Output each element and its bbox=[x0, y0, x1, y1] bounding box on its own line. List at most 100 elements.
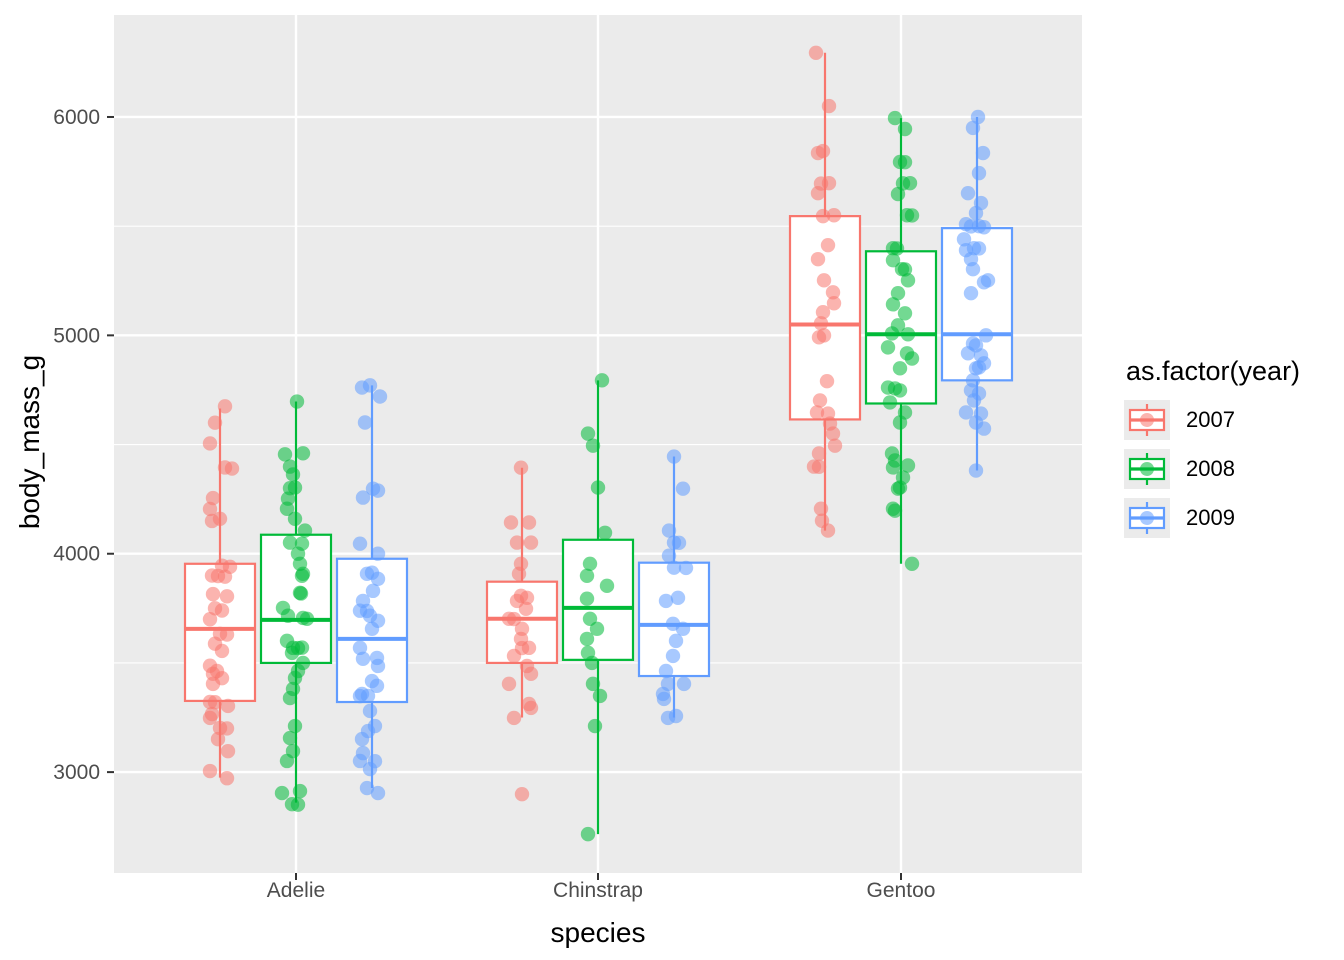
jitter-point-Gentoo-2009 bbox=[965, 120, 981, 136]
jitter-point-Chinstrap-2009 bbox=[678, 560, 694, 576]
jitter-point-Chinstrap-2007 bbox=[521, 515, 537, 530]
jitter-point-Gentoo-2008 bbox=[892, 361, 908, 376]
jitter-point-Gentoo-2007 bbox=[826, 296, 842, 311]
jitter-point-Adelie-2009 bbox=[352, 753, 368, 769]
jitter-point-Gentoo-2009 bbox=[968, 205, 984, 221]
jitter-point-Chinstrap-2008 bbox=[597, 525, 613, 540]
jitter-point-Gentoo-2008 bbox=[885, 460, 901, 475]
jitter-point-Chinstrap-2009 bbox=[658, 663, 674, 679]
jitter-point-Chinstrap-2009 bbox=[675, 621, 691, 637]
legend-title: as.factor(year) bbox=[1126, 356, 1301, 386]
jitter-point-Adelie-2009 bbox=[364, 621, 380, 637]
jitter-point-Adelie-2008 bbox=[287, 670, 303, 686]
y-tick-label: 6000 bbox=[53, 106, 100, 129]
y-tick-label: 5000 bbox=[53, 324, 100, 347]
jitter-point-Adelie-2009 bbox=[354, 380, 370, 395]
jitter-point-Adelie-2008 bbox=[285, 467, 301, 482]
legend-item-2007: 2007 bbox=[1124, 400, 1300, 440]
jitter-point-Chinstrap-2007 bbox=[523, 666, 539, 682]
jitter-point-Adelie-2007 bbox=[220, 743, 236, 759]
jitter-point-Adelie-2009 bbox=[369, 678, 385, 694]
jitter-point-Gentoo-2009 bbox=[971, 241, 987, 256]
jitter-point-Gentoo-2009 bbox=[968, 361, 984, 376]
jitter-point-Adelie-2008 bbox=[289, 394, 305, 409]
jitter-point-Chinstrap-2007 bbox=[518, 601, 534, 616]
jitter-point-Gentoo-2008 bbox=[897, 154, 913, 170]
jitter-point-Gentoo-2008 bbox=[900, 458, 916, 473]
jitter-point-Adelie-2007 bbox=[219, 721, 235, 736]
jitter-point-Chinstrap-2008 bbox=[579, 631, 595, 647]
jitter-point-Gentoo-2007 bbox=[827, 438, 843, 453]
jitter-point-Adelie-2009 bbox=[352, 688, 368, 704]
jitter-point-Chinstrap-2009 bbox=[661, 548, 677, 563]
jitter-point-Adelie-2007 bbox=[202, 710, 218, 726]
jitter-point-Gentoo-2008 bbox=[892, 383, 908, 398]
jitter-point-Gentoo-2008 bbox=[890, 481, 906, 496]
jitter-point-Adelie-2007 bbox=[224, 461, 240, 476]
jitter-point-Gentoo-2008 bbox=[885, 297, 901, 312]
jitter-point-Adelie-2009 bbox=[355, 490, 371, 505]
jitter-point-Chinstrap-2009 bbox=[661, 523, 677, 538]
x-tick-label: Adelie bbox=[267, 879, 325, 902]
jitter-point-Adelie-2008 bbox=[287, 718, 303, 734]
jitter-point-Gentoo-2007 bbox=[815, 208, 831, 224]
jitter-point-Adelie-2007 bbox=[204, 513, 220, 529]
jitter-point-Chinstrap-2007 bbox=[514, 786, 530, 802]
jitter-point-Gentoo-2008 bbox=[880, 340, 896, 355]
jitter-point-Adelie-2009 bbox=[370, 571, 386, 587]
jitter-point-Gentoo-2008 bbox=[904, 556, 920, 571]
jitter-point-Chinstrap-2008 bbox=[592, 688, 608, 704]
legend-key-boxplot-icon bbox=[1124, 400, 1170, 440]
jitter-point-Adelie-2008 bbox=[279, 501, 295, 516]
jitter-point-Chinstrap-2007 bbox=[506, 648, 522, 664]
jitter-point-Chinstrap-2009 bbox=[676, 676, 692, 692]
jitter-point-Adelie-2008 bbox=[294, 568, 310, 583]
jitter-point-Adelie-2007 bbox=[202, 612, 218, 627]
jitter-point-Gentoo-2009 bbox=[965, 261, 981, 277]
jitter-point-Adelie-2008 bbox=[299, 611, 315, 627]
jitter-point-Gentoo-2007 bbox=[810, 251, 826, 267]
jitter-point-Chinstrap-2008 bbox=[590, 480, 606, 495]
jitter-point-Adelie-2008 bbox=[274, 785, 290, 801]
legend-item-2009: 2009 bbox=[1124, 498, 1300, 538]
jitter-point-Adelie-2007 bbox=[214, 643, 230, 659]
jitter-point-Chinstrap-2008 bbox=[580, 426, 596, 441]
jitter-point-Adelie-2009 bbox=[365, 583, 381, 599]
y-tick-label: 3000 bbox=[53, 761, 100, 784]
jitter-point-Chinstrap-2007 bbox=[503, 515, 519, 530]
jitter-point-Adelie-2009 bbox=[352, 640, 368, 656]
jitter-point-Gentoo-2007 bbox=[820, 523, 836, 538]
jitter-point-Gentoo-2007 bbox=[816, 273, 832, 288]
jitter-point-Adelie-2007 bbox=[219, 771, 235, 786]
jitter-point-Chinstrap-2007 bbox=[509, 535, 525, 550]
jitter-point-Adelie-2007 bbox=[210, 731, 226, 747]
jitter-point-Gentoo-2008 bbox=[900, 327, 916, 342]
jitter-point-Adelie-2007 bbox=[202, 436, 218, 451]
jitter-point-Adelie-2009 bbox=[362, 703, 378, 719]
jitter-point-Gentoo-2008 bbox=[897, 306, 913, 321]
jitter-point-Adelie-2008 bbox=[280, 608, 296, 623]
jitter-point-Chinstrap-2008 bbox=[599, 578, 615, 594]
jitter-point-Chinstrap-2007 bbox=[506, 611, 522, 627]
jitter-point-Gentoo-2007 bbox=[826, 208, 842, 223]
jitter-point-Chinstrap-2007 bbox=[523, 535, 539, 550]
jitter-point-Adelie-2007 bbox=[220, 698, 236, 714]
jitter-point-Gentoo-2007 bbox=[825, 426, 841, 441]
jitter-point-Gentoo-2007 bbox=[819, 374, 835, 389]
jitter-point-Chinstrap-2008 bbox=[587, 718, 603, 734]
jitter-point-Adelie-2007 bbox=[217, 399, 233, 414]
jitter-point-Adelie-2007 bbox=[207, 415, 223, 430]
jitter-point-Chinstrap-2007 bbox=[513, 460, 529, 475]
jitter-point-Gentoo-2008 bbox=[884, 326, 900, 341]
jitter-point-Chinstrap-2009 bbox=[675, 481, 691, 496]
jitter-point-Gentoo-2007 bbox=[808, 45, 824, 60]
jitter-point-Chinstrap-2009 bbox=[666, 449, 682, 464]
jitter-point-Gentoo-2008 bbox=[904, 351, 920, 366]
jitter-point-Chinstrap-2009 bbox=[670, 590, 686, 606]
jitter-point-Adelie-2007 bbox=[205, 586, 221, 602]
jitter-point-Gentoo-2008 bbox=[889, 241, 905, 256]
jitter-point-Chinstrap-2008 bbox=[582, 556, 598, 571]
jitter-point-Adelie-2007 bbox=[202, 501, 218, 517]
jitter-point-Adelie-2008 bbox=[295, 446, 311, 461]
